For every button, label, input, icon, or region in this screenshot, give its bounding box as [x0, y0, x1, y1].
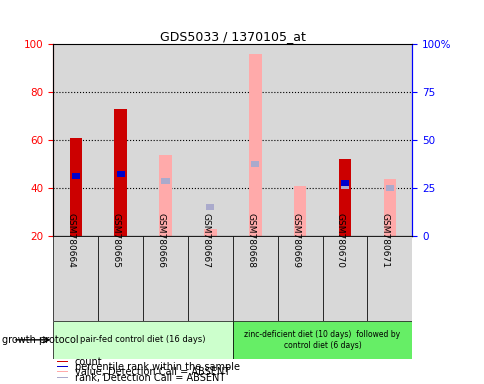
Bar: [69, 138, 82, 236]
Bar: [53, 236, 98, 321]
Text: count: count: [75, 357, 102, 367]
Text: GSM780671: GSM780671: [380, 213, 389, 268]
Text: GSM780664: GSM780664: [67, 213, 76, 268]
Text: zinc-deficient diet (10 days)  followed by
control diet (6 days): zinc-deficient diet (10 days) followed b…: [244, 330, 400, 349]
Bar: [232, 44, 277, 236]
Text: growth protocol: growth protocol: [2, 335, 79, 345]
Bar: [293, 186, 306, 236]
Bar: [232, 236, 277, 321]
Bar: [277, 236, 322, 321]
Bar: [143, 44, 188, 236]
Bar: [72, 173, 80, 179]
Text: value, Detection Call = ABSENT: value, Detection Call = ABSENT: [75, 367, 229, 377]
Bar: [277, 44, 322, 236]
Text: GSM780668: GSM780668: [246, 213, 255, 268]
Bar: [338, 159, 350, 236]
Bar: [114, 109, 127, 236]
Bar: [53, 321, 232, 359]
Text: GSM780665: GSM780665: [111, 213, 121, 268]
Text: rank, Detection Call = ABSENT: rank, Detection Call = ABSENT: [75, 372, 225, 382]
Bar: [57, 371, 68, 372]
Bar: [367, 236, 411, 321]
Bar: [385, 185, 393, 191]
Bar: [57, 361, 68, 362]
Bar: [248, 54, 261, 236]
Text: GSM780670: GSM780670: [335, 213, 344, 268]
Bar: [98, 236, 143, 321]
Text: GSM780667: GSM780667: [201, 213, 210, 268]
Text: pair-fed control diet (16 days): pair-fed control diet (16 days): [80, 335, 205, 344]
Bar: [53, 44, 98, 236]
Bar: [143, 236, 188, 321]
Bar: [340, 180, 348, 186]
Bar: [159, 155, 171, 236]
Bar: [383, 179, 395, 236]
Bar: [232, 321, 411, 359]
Bar: [188, 236, 232, 321]
Bar: [57, 366, 68, 367]
Bar: [367, 44, 411, 236]
Bar: [206, 204, 214, 210]
Bar: [251, 161, 259, 167]
Bar: [98, 44, 143, 236]
Text: GSM780666: GSM780666: [156, 213, 165, 268]
Text: percentile rank within the sample: percentile rank within the sample: [75, 362, 240, 372]
Text: GSM780669: GSM780669: [290, 213, 300, 268]
Bar: [161, 178, 169, 184]
Bar: [340, 183, 348, 189]
Bar: [204, 229, 216, 236]
Bar: [116, 171, 124, 177]
Bar: [322, 44, 367, 236]
Bar: [188, 44, 232, 236]
Bar: [322, 236, 367, 321]
Title: GDS5033 / 1370105_at: GDS5033 / 1370105_at: [160, 30, 305, 43]
